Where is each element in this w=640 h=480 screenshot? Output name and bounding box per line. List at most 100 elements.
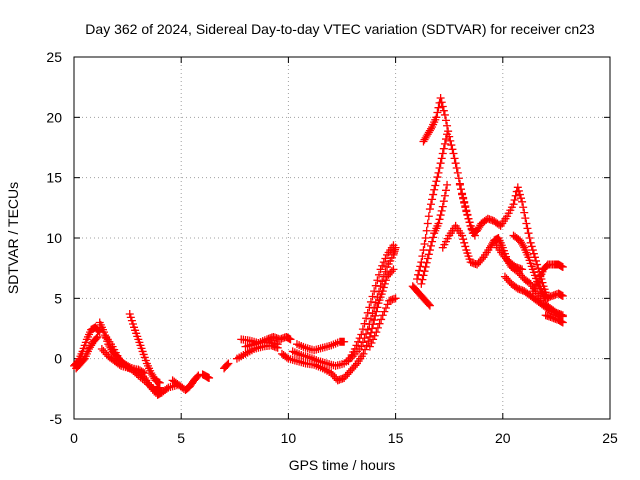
data-point (128, 319, 137, 328)
data-point (282, 353, 291, 362)
data-point (205, 373, 214, 382)
data-point (465, 218, 474, 227)
data-point (286, 335, 295, 344)
data-point (372, 328, 381, 337)
data-point (432, 113, 441, 122)
data-point (440, 191, 449, 200)
data-point (525, 234, 534, 242)
data-point (466, 221, 475, 230)
data-series (125, 310, 164, 387)
data-point (439, 144, 448, 153)
data-point (420, 240, 429, 249)
data-point (139, 368, 148, 377)
data-point (359, 349, 368, 358)
x-tick-label: 10 (281, 430, 297, 446)
data-point (383, 300, 392, 309)
x-axis-label: GPS time / hours (289, 457, 396, 473)
data-point (417, 279, 426, 288)
data-point (460, 238, 469, 247)
data-point (223, 360, 232, 369)
y-tick-label: 20 (46, 109, 62, 125)
data-series (168, 371, 203, 395)
data-point (365, 303, 374, 312)
data-point (444, 127, 453, 136)
data-point (418, 252, 427, 261)
data-point (437, 206, 446, 215)
data-point (433, 108, 442, 117)
data-point (380, 307, 389, 316)
data-point (437, 154, 446, 163)
data-point (375, 319, 384, 328)
data-point (441, 186, 450, 195)
data-point (426, 124, 435, 133)
data-point (533, 260, 542, 269)
data-point (437, 98, 446, 107)
data-point (424, 300, 433, 309)
data-point (436, 211, 445, 220)
data-point (155, 378, 164, 387)
data-point (389, 241, 398, 250)
data-point (433, 173, 442, 182)
data-point (435, 164, 444, 173)
data-point (378, 261, 387, 270)
data-point (430, 185, 439, 194)
x-tick-label: 25 (602, 430, 618, 446)
data-point (363, 308, 372, 317)
data-point (439, 197, 448, 206)
data-point (425, 205, 434, 214)
data-point (350, 345, 359, 354)
data-point (370, 331, 379, 340)
data-point (426, 200, 435, 209)
grid-lines (74, 57, 610, 419)
data-point (459, 193, 468, 202)
data-point (424, 250, 433, 259)
data-point (421, 262, 430, 271)
y-tick-label: 10 (46, 230, 62, 246)
data-point (452, 164, 461, 173)
x-tick-label: 0 (70, 430, 78, 446)
data-point (446, 136, 455, 145)
data-point (453, 168, 462, 177)
data-point (434, 219, 443, 228)
data-point (371, 281, 380, 290)
y-axis-label: SDTVAR / TECUs (5, 182, 21, 294)
data-point (162, 384, 171, 393)
data-point (366, 297, 375, 306)
data-series (528, 260, 567, 296)
data-point (524, 229, 533, 238)
data-point (381, 303, 390, 312)
data-point (373, 323, 382, 332)
data-series (365, 294, 400, 351)
data-point (368, 292, 377, 301)
y-tick-label: 25 (46, 49, 62, 65)
data-point (422, 258, 431, 267)
data-series (417, 180, 452, 288)
data-point (464, 214, 473, 223)
data-point (418, 275, 427, 284)
data-point (93, 332, 102, 341)
data-point (379, 258, 388, 267)
data-point (523, 224, 532, 233)
data-point (377, 315, 386, 324)
data-point (515, 190, 524, 199)
data-point (477, 255, 486, 264)
data-point (92, 334, 101, 343)
data-point (461, 202, 470, 211)
data-point (439, 106, 448, 115)
data-point (443, 180, 452, 189)
data-point (520, 208, 529, 217)
data-point (421, 234, 430, 242)
data-point (514, 186, 523, 195)
data-point (518, 265, 527, 274)
data-point (391, 294, 400, 303)
data-point (140, 369, 149, 378)
data-point (511, 191, 520, 200)
data-point (517, 194, 526, 203)
data-point (448, 145, 457, 154)
data-series (344, 241, 398, 366)
data-point (378, 311, 387, 320)
data-point (125, 310, 134, 319)
data-point (513, 183, 522, 192)
data-point (459, 235, 468, 244)
data-point (455, 180, 464, 189)
